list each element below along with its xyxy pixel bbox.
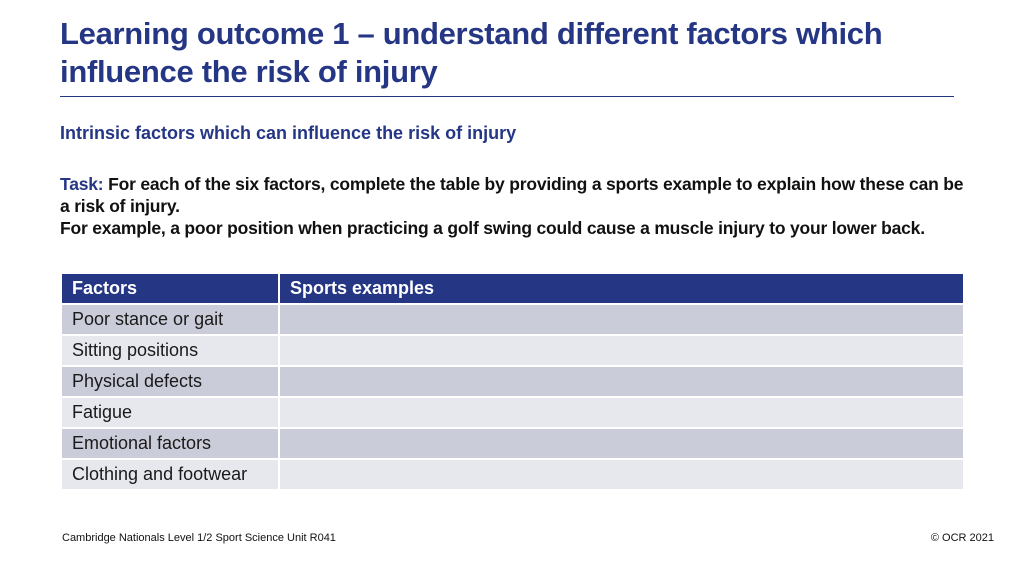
title-divider <box>60 96 954 97</box>
example-cell[interactable] <box>278 396 965 429</box>
task-label: Task: <box>60 174 104 194</box>
example-cell[interactable] <box>278 303 965 336</box>
example-cell[interactable] <box>278 427 965 460</box>
task-instructions: Task: For each of the six factors, compl… <box>60 173 970 239</box>
header-factors: Factors <box>60 272 280 305</box>
factor-cell: Physical defects <box>60 365 280 398</box>
task-text: For each of the six factors, complete th… <box>60 174 964 216</box>
slide-subtitle: Intrinsic factors which can influence th… <box>60 123 517 143</box>
table-row: Sitting positions <box>60 334 965 367</box>
factor-cell: Emotional factors <box>60 427 280 460</box>
example-cell[interactable] <box>278 365 965 398</box>
table-row: Emotional factors <box>60 427 965 460</box>
factor-cell: Sitting positions <box>60 334 280 367</box>
footer-copyright: © OCR 2021 <box>930 532 994 544</box>
table-header-row: Factors Sports examples <box>60 272 965 305</box>
table-row: Poor stance or gait <box>60 303 965 336</box>
footer-course-info: Cambridge Nationals Level 1/2 Sport Scie… <box>62 532 336 544</box>
factor-cell: Clothing and footwear <box>60 458 280 491</box>
table-row: Physical defects <box>60 365 965 398</box>
header-sports-examples: Sports examples <box>278 272 965 305</box>
factors-table: Factors Sports examples Poor stance or g… <box>60 272 965 491</box>
example-cell[interactable] <box>278 334 965 367</box>
table-row: Clothing and footwear <box>60 458 965 491</box>
factor-cell: Poor stance or gait <box>60 303 280 336</box>
factor-cell: Fatigue <box>60 396 280 429</box>
table-row: Fatigue <box>60 396 965 429</box>
slide-title: Learning outcome 1 – understand differen… <box>60 16 883 89</box>
example-cell[interactable] <box>278 458 965 491</box>
task-example: For example, a poor position when practi… <box>60 218 925 238</box>
